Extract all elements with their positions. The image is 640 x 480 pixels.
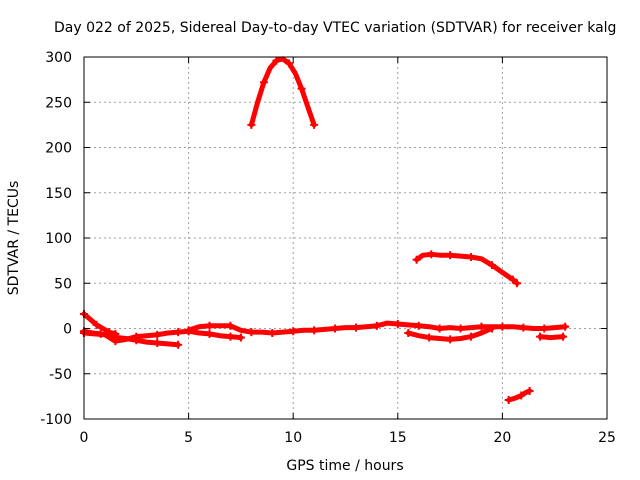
data-point <box>285 59 294 68</box>
data-point <box>446 251 455 260</box>
data-point <box>226 321 235 330</box>
data-point <box>561 322 570 331</box>
data-point <box>404 329 413 338</box>
data-point <box>111 337 120 346</box>
data-point <box>153 338 162 347</box>
y-tick-label: -50 <box>49 367 72 383</box>
series-layer <box>80 56 570 404</box>
data-point <box>513 279 522 288</box>
data-point <box>247 120 256 129</box>
y-tick-label: 100 <box>45 231 72 247</box>
data-point <box>310 326 319 335</box>
data-point <box>272 56 281 65</box>
data-point <box>205 321 214 330</box>
data-point <box>446 335 455 344</box>
chart-title: Day 022 of 2025, Sidereal Day-to-day VTE… <box>54 20 616 36</box>
data-point <box>504 395 513 404</box>
x-tick-label: 10 <box>284 430 302 446</box>
data-point <box>477 322 486 331</box>
data-point <box>425 333 434 342</box>
x-tick-label: 15 <box>389 430 407 446</box>
data-point <box>268 329 277 338</box>
data-point <box>174 328 183 337</box>
data-point <box>259 78 268 87</box>
y-tick-label: 300 <box>45 50 72 66</box>
data-point <box>153 330 162 339</box>
x-axis-label: GPS time / hours <box>286 458 403 474</box>
data-point <box>393 319 402 328</box>
data-point <box>289 327 298 336</box>
y-tick-label: 0 <box>63 322 72 338</box>
data-point <box>467 332 476 341</box>
x-tick-label: 25 <box>598 430 616 446</box>
data-point <box>236 333 245 342</box>
data-point <box>427 250 436 259</box>
data-point <box>414 321 423 330</box>
y-tick-label: 200 <box>45 141 72 157</box>
data-point <box>132 332 141 341</box>
data-point <box>247 328 256 337</box>
data-point <box>519 323 528 332</box>
tick-layer: -100 -50 0 50 100 150 200 250 300 0 5 10 15 20 25 <box>40 50 616 446</box>
data-point <box>351 323 360 332</box>
data-point <box>205 329 214 338</box>
y-tick-label: 50 <box>54 276 72 292</box>
data-point <box>559 332 568 341</box>
data-point <box>331 324 340 333</box>
data-point <box>226 332 235 341</box>
data-point <box>487 324 496 333</box>
y-tick-label: 150 <box>45 186 72 202</box>
data-point <box>412 255 421 264</box>
grid-layer <box>84 57 607 419</box>
data-track-5 <box>81 328 192 344</box>
data-track-0 <box>248 56 317 128</box>
data-point <box>184 326 193 335</box>
y-axis-label: SDTVAR / TECUs <box>6 181 22 296</box>
data-point <box>536 332 545 341</box>
x-tick-label: 20 <box>493 430 511 446</box>
x-tick-label: 0 <box>80 430 89 446</box>
data-point <box>487 261 496 270</box>
y-tick-label: -100 <box>40 412 72 428</box>
data-point <box>517 391 526 400</box>
data-point <box>372 321 381 330</box>
data-point <box>467 253 476 262</box>
x-tick-label: 5 <box>184 430 193 446</box>
data-point <box>92 320 101 329</box>
y-tick-label: 250 <box>45 95 72 111</box>
data-point <box>498 322 507 331</box>
data-point <box>435 324 444 333</box>
data-point <box>456 324 465 333</box>
data-point <box>174 340 183 349</box>
data-point <box>297 84 306 93</box>
data-point <box>310 120 319 129</box>
data-point <box>525 386 534 395</box>
data-point <box>540 324 549 333</box>
data-point <box>508 275 517 284</box>
